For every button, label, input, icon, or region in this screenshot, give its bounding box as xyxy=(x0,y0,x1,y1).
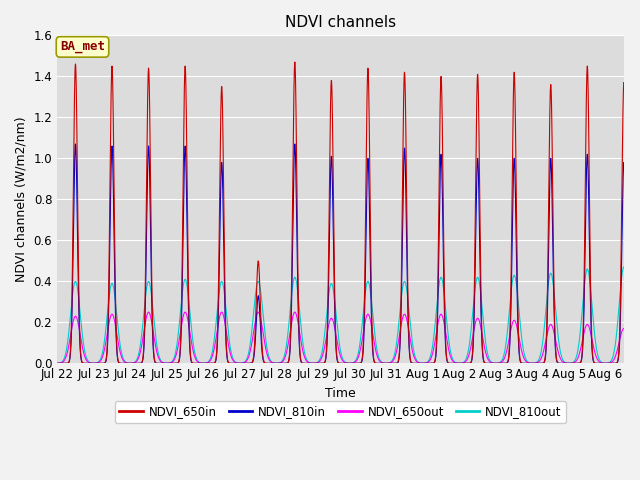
NDVI_810in xyxy=(72,141,79,147)
NDVI_810out xyxy=(83,355,90,361)
NDVI_810out xyxy=(53,360,61,366)
NDVI_810in xyxy=(518,360,526,366)
NDVI_650out xyxy=(83,358,90,363)
NDVI_810in xyxy=(53,360,61,366)
NDVI_810out xyxy=(265,354,273,360)
NDVI_810out xyxy=(620,264,628,270)
NDVI_650in xyxy=(425,360,433,366)
NDVI_650in xyxy=(487,360,495,366)
NDVI_650in xyxy=(399,112,407,118)
NDVI_810out xyxy=(518,338,526,344)
NDVI_810in xyxy=(638,360,640,366)
NDVI_650in xyxy=(638,360,640,366)
Line: NDVI_810out: NDVI_810out xyxy=(57,267,640,363)
Title: NDVI channels: NDVI channels xyxy=(285,15,396,30)
NDVI_650in xyxy=(518,360,526,366)
Line: NDVI_650in: NDVI_650in xyxy=(57,62,640,363)
NDVI_810out xyxy=(425,358,433,363)
NDVI_650in xyxy=(265,360,273,366)
NDVI_650out xyxy=(145,309,152,315)
Text: BA_met: BA_met xyxy=(60,40,105,53)
NDVI_810in xyxy=(487,360,495,366)
Line: NDVI_650out: NDVI_650out xyxy=(57,312,640,363)
NDVI_650in xyxy=(83,360,90,366)
NDVI_650out xyxy=(518,350,526,356)
NDVI_810in xyxy=(399,177,407,182)
NDVI_650in xyxy=(291,59,299,65)
NDVI_810out xyxy=(399,281,407,287)
NDVI_810in xyxy=(265,360,273,366)
NDVI_650in xyxy=(53,360,61,366)
Legend: NDVI_650in, NDVI_810in, NDVI_650out, NDVI_810out: NDVI_650in, NDVI_810in, NDVI_650out, NDV… xyxy=(115,401,566,423)
NDVI_810in xyxy=(83,360,90,366)
NDVI_650out xyxy=(487,360,495,365)
NDVI_650out xyxy=(638,360,640,366)
X-axis label: Time: Time xyxy=(325,387,356,400)
NDVI_810in xyxy=(425,360,433,366)
NDVI_650out xyxy=(265,357,273,362)
NDVI_650out xyxy=(425,359,433,364)
NDVI_810out xyxy=(638,360,640,366)
NDVI_810out xyxy=(487,359,495,364)
Y-axis label: NDVI channels (W/m2/nm): NDVI channels (W/m2/nm) xyxy=(15,117,28,282)
Line: NDVI_810in: NDVI_810in xyxy=(57,144,640,363)
NDVI_650out xyxy=(53,360,61,366)
NDVI_650out xyxy=(399,312,407,318)
